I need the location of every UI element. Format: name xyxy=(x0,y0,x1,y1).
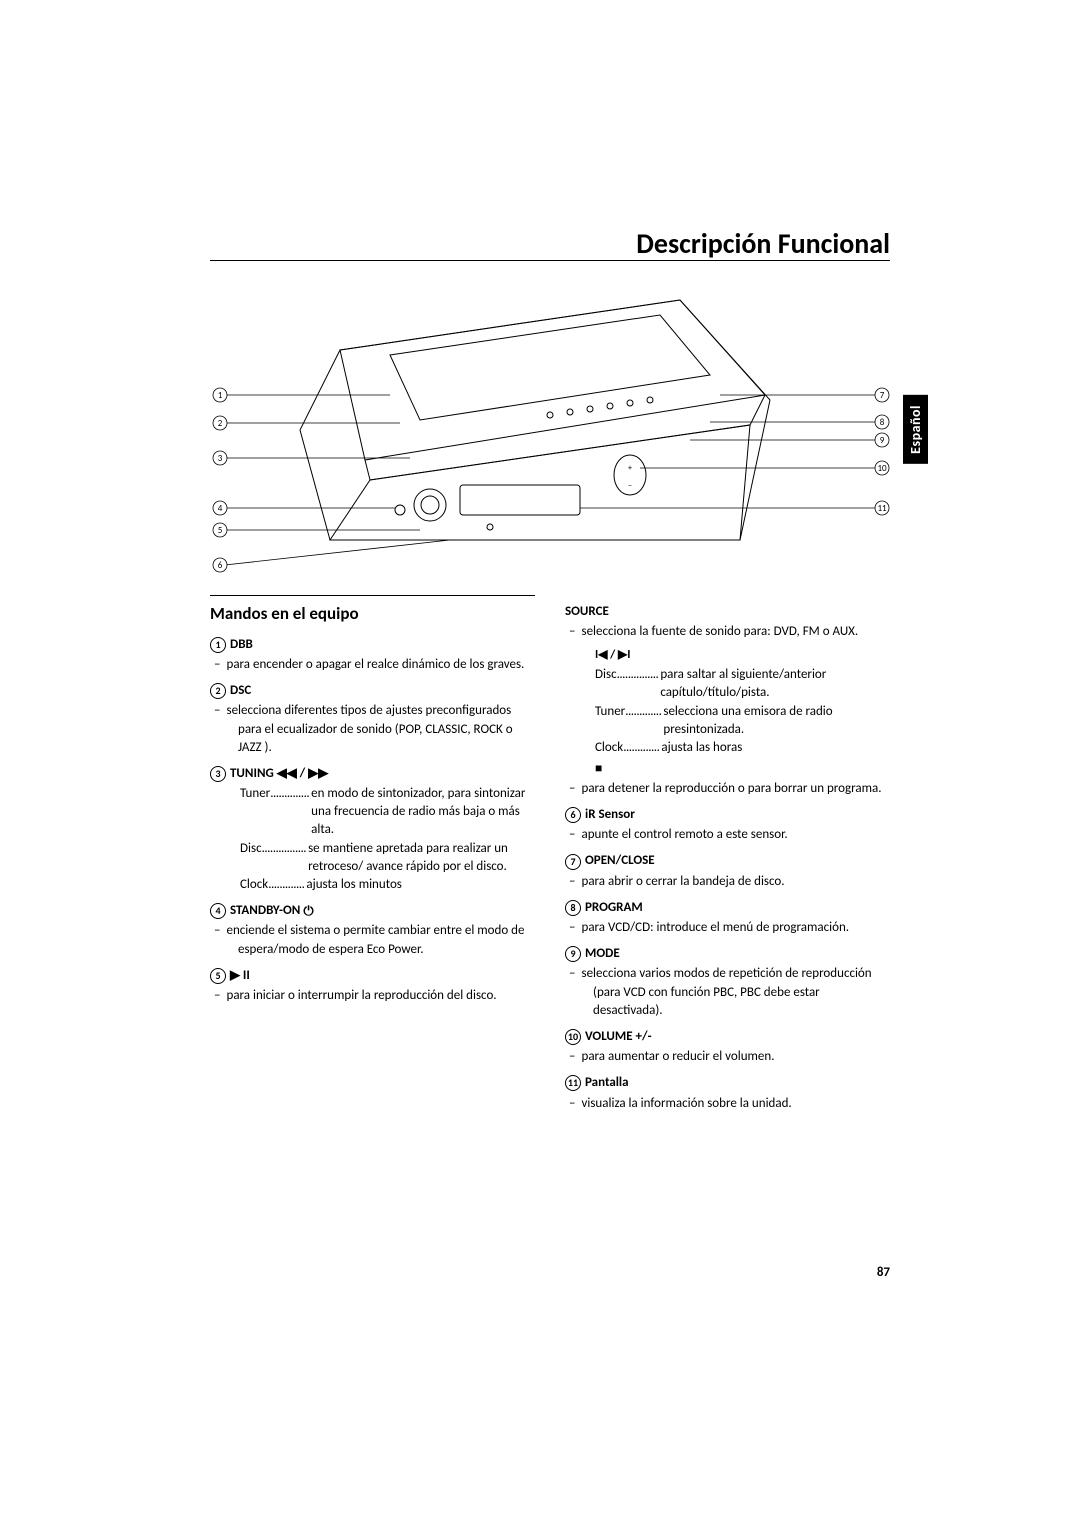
callout-badge: 1 xyxy=(210,637,226,653)
item-desc: selecciona varios modos de repetición de… xyxy=(583,965,890,1020)
right-column: SOURCE selecciona la fuente de sonido par… xyxy=(565,595,890,1119)
callout-badge: 7 xyxy=(565,854,581,870)
item-desc: visualiza la información sobre la unidad… xyxy=(583,1095,890,1113)
svg-text:9: 9 xyxy=(880,435,885,446)
title-rule xyxy=(210,260,890,261)
item-label: 7OPEN/CLOSE xyxy=(565,852,890,870)
sub-key: Disc................ xyxy=(240,840,306,876)
skip-icon: I◀ / ▶I xyxy=(595,647,890,664)
sub-row: Clock............. ajusta las horas xyxy=(595,739,890,757)
sub-row: Disc............... para saltar al sigui… xyxy=(595,666,890,702)
item-desc: para abrir o cerrar la bandeja de disco. xyxy=(583,873,890,891)
item-label: 9MODE xyxy=(565,945,890,963)
svg-text:10: 10 xyxy=(877,463,887,474)
page-number: 87 xyxy=(877,1265,890,1280)
item-label: 1DBB xyxy=(210,636,535,654)
svg-text:11: 11 xyxy=(877,503,887,514)
item-desc: para detener la reproducción o para borr… xyxy=(583,780,890,798)
svg-text:+: + xyxy=(628,463,632,473)
svg-text:6: 6 xyxy=(218,560,223,571)
item-label: 8PROGRAM xyxy=(565,899,890,917)
sub-row: Tuner............. selecciona una emisor… xyxy=(595,703,890,739)
sub-key: Clock............. xyxy=(240,876,304,894)
callout-badge: 6 xyxy=(565,807,581,823)
item-desc: para iniciar o interrumpir la reproducci… xyxy=(228,987,535,1005)
left-column: Mandos en el equipo 1DBB para encender o … xyxy=(210,595,535,1119)
item-label: 2DSC xyxy=(210,682,535,700)
sub-val: para saltar al siguiente/anterior capítu… xyxy=(658,666,890,702)
item-desc: apunte el control remoto a este sensor. xyxy=(583,826,890,844)
callout-badge: 11 xyxy=(565,1075,581,1091)
item-label: 3TUNING ◀◀ / ▶▶ xyxy=(210,765,535,783)
device-diagram: + − xyxy=(210,280,890,580)
section-rule xyxy=(210,595,535,596)
section-heading: Mandos en el equipo xyxy=(210,602,535,626)
sub-val: ajusta los minutos xyxy=(304,876,535,894)
svg-text:2: 2 xyxy=(218,418,223,429)
sub-val: se mantiene apretada para realizar un re… xyxy=(306,840,535,876)
item-label: 10VOLUME +/- xyxy=(565,1028,890,1046)
item-label: SOURCE xyxy=(565,603,890,621)
sub-table: Tuner.............. en modo de sintoniza… xyxy=(240,785,535,894)
svg-text:8: 8 xyxy=(880,417,885,428)
sub-key: Disc............... xyxy=(595,666,658,702)
item-desc: para VCD/CD: introduce el menú de progra… xyxy=(583,919,890,937)
callout-badge: 4 xyxy=(210,903,226,919)
callout-badge: 10 xyxy=(565,1029,581,1045)
item-label: 5▶ II xyxy=(210,967,535,985)
language-tab: Español xyxy=(903,395,928,464)
stop-icon: ■ xyxy=(595,761,890,778)
device-illustration: + − xyxy=(210,280,890,580)
svg-text:−: − xyxy=(628,481,632,491)
sub-key: Clock............. xyxy=(595,739,659,757)
sub-val: en modo de sintonizador, para sintonizar… xyxy=(309,785,535,840)
item-label: 6iR Sensor xyxy=(565,806,890,824)
sub-key: Tuner............. xyxy=(595,703,661,739)
power-icon: ⏻ xyxy=(303,902,313,920)
sub-row: Disc................ se mantiene apretad… xyxy=(240,840,535,876)
callout-badge: 5 xyxy=(210,968,226,984)
sub-val: ajusta las horas xyxy=(659,739,890,757)
content-columns: Mandos en el equipo 1DBB para encender o … xyxy=(210,595,890,1119)
page-title: Descripción Funcional xyxy=(636,226,890,261)
svg-text:1: 1 xyxy=(218,390,223,401)
sub-row: Tuner.............. en modo de sintoniza… xyxy=(240,785,535,840)
item-desc: selecciona la fuente de sonido para: DVD… xyxy=(583,623,890,641)
callout-badge: 9 xyxy=(565,946,581,962)
svg-text:3: 3 xyxy=(218,453,223,464)
item-desc: selecciona diferentes tipos de ajustes p… xyxy=(228,702,535,757)
sub-val: selecciona una emisora de radio presinto… xyxy=(661,703,890,739)
item-label: 4STANDBY-ON⏻ xyxy=(210,902,535,920)
callout-badge: 3 xyxy=(210,766,226,782)
svg-text:5: 5 xyxy=(218,525,223,536)
sub-key: Tuner.............. xyxy=(240,785,309,840)
item-desc: para encender o apagar el realce dinámic… xyxy=(228,656,535,674)
callout-badge: 8 xyxy=(565,900,581,916)
sub-table: Disc............... para saltar al sigui… xyxy=(595,666,890,757)
svg-text:7: 7 xyxy=(880,390,885,401)
sub-row: Clock............. ajusta los minutos xyxy=(240,876,535,894)
item-label: 11Pantalla xyxy=(565,1074,890,1092)
item-desc: enciende el sistema o permite cambiar en… xyxy=(228,922,535,958)
item-desc: para aumentar o reducir el volumen. xyxy=(583,1048,890,1066)
svg-text:4: 4 xyxy=(218,503,223,514)
callout-badge: 2 xyxy=(210,683,226,699)
